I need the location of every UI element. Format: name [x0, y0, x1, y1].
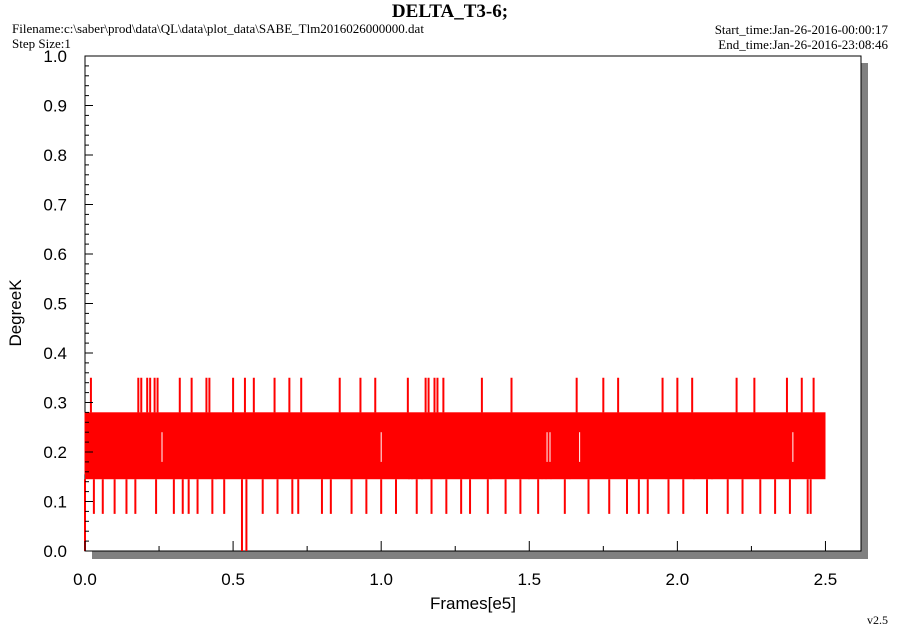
y-tick-label: 0.6 — [43, 245, 67, 264]
y-tick-label: 0.3 — [43, 394, 67, 413]
x-tick-label: 0.0 — [73, 570, 97, 589]
y-tick-label: 0.4 — [43, 344, 67, 363]
x-tick-label: 2.5 — [814, 570, 838, 589]
y-tick-label: 1.0 — [43, 47, 67, 66]
y-tick-label: 0.9 — [43, 97, 67, 116]
version-label: v2.5 — [867, 613, 888, 627]
filename-label: Filename:c:\saber\prod\data\QL\data\plot… — [12, 21, 424, 36]
start-time-label: Start_time:Jan-26-2016-00:00:17 — [714, 22, 888, 37]
y-tick-label: 0.1 — [43, 493, 67, 512]
y-tick-label: 0.8 — [43, 146, 67, 165]
x-tick-label: 1.5 — [517, 570, 541, 589]
y-tick-label: 0.2 — [43, 443, 67, 462]
x-tick-label: 1.0 — [369, 570, 393, 589]
x-axis-label: Frames[e5] — [430, 594, 516, 613]
series-layer — [84, 377, 826, 551]
x-tick-label: 0.5 — [221, 570, 245, 589]
y-tick-label: 0.0 — [43, 542, 67, 561]
x-tick-label: 2.0 — [666, 570, 690, 589]
chart-title: DELTA_T3-6; — [391, 1, 509, 22]
end-time-label: End_time:Jan-26-2016-23:08:46 — [718, 37, 888, 52]
y-axis-label: DegreeK — [6, 279, 25, 347]
y-tick-label: 0.7 — [43, 196, 67, 215]
axis-layer: 0.0 0.1 0.2 0.3 0.4 0.5 0.6 0.7 0.8 0.9 1.0 0.0 0.5 1… — [43, 47, 837, 589]
y-tick-label: 0.5 — [43, 295, 67, 314]
step-size-label: Step Size:1 — [12, 36, 71, 51]
